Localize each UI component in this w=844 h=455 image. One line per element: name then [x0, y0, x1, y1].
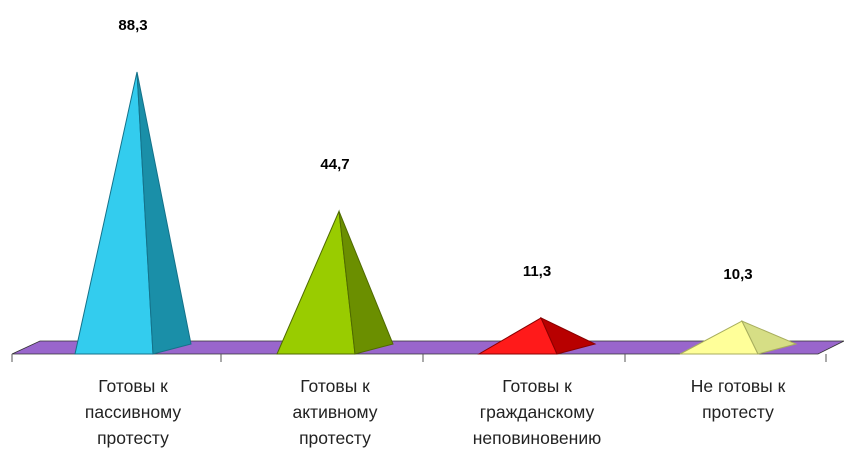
data-label: 88,3: [118, 17, 147, 34]
pyramid-bar: [74, 71, 192, 355]
pyramid-side-face: [740, 320, 798, 355]
chart-marks: [11, 71, 827, 362]
pyramid-bar: [276, 209, 394, 355]
pyramid-side-face: [136, 71, 192, 355]
category-tick-label: Готовы к пассивному протесту: [85, 376, 181, 448]
category-tick-label: Готовы к гражданскому неповиновению: [473, 376, 601, 448]
pyramid-bar: [679, 320, 798, 355]
pyramid-side-face: [338, 211, 394, 355]
pyramid-bar: [477, 316, 597, 355]
data-label: 10,3: [723, 266, 752, 283]
data-label: 44,7: [320, 156, 349, 173]
category-labels: Готовы к пассивному протесту Готовы к активн…: [85, 376, 786, 448]
value-labels: 88,3 44,7 11,3 10,3: [118, 17, 752, 283]
category-tick-label: Готовы к активному протесту: [292, 376, 377, 448]
category-tick-label: Не готовы к протесту: [691, 376, 786, 422]
pyramid-side-face: [539, 316, 597, 355]
data-label: 11,3: [523, 263, 551, 280]
